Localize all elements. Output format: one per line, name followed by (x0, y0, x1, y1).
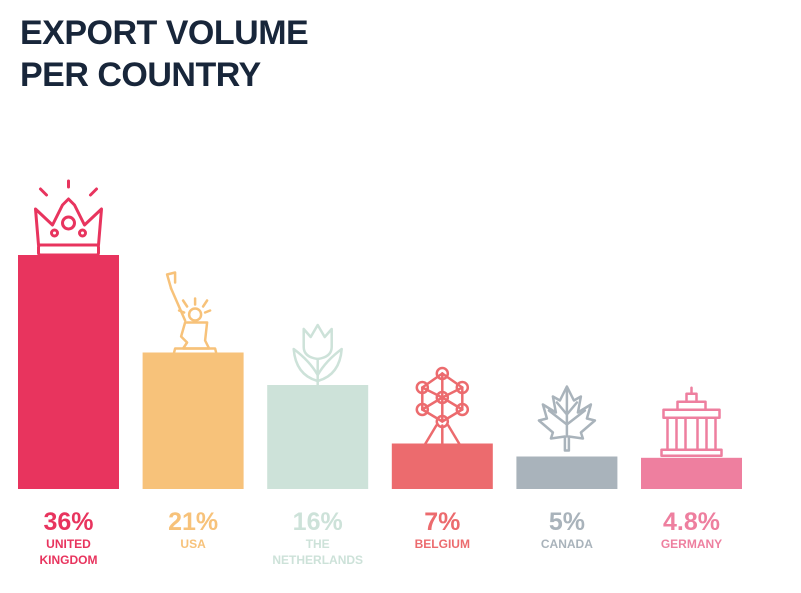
bar-canada (516, 456, 618, 489)
crown-icon (34, 179, 103, 257)
chart-title: EXPORT VOLUME PER COUNTRY (20, 12, 309, 96)
brandenburg-gate-icon (660, 386, 723, 458)
category-label: USA (180, 537, 206, 551)
category-label-line: KINGDOM (40, 553, 98, 567)
maple-leaf-icon (537, 385, 597, 452)
bar-labels: 36%UNITED KINGDOM 21%USA 16%THE NETHERLANDS 7… (40, 508, 723, 567)
bar-germany (641, 457, 742, 489)
bar-the-netherlands (267, 385, 369, 489)
category-label-line: USA (180, 537, 206, 551)
bar-belgium (391, 443, 493, 489)
data-label: 7% (424, 508, 460, 536)
data-label: 36% (43, 508, 93, 536)
category-label-line: UNITED (46, 537, 91, 551)
chart-title-line-1: EXPORT VOLUME (20, 14, 309, 52)
category-label: THE NETHERLANDS (272, 537, 363, 567)
bar-united-kingdom (18, 255, 119, 489)
category-label: CANADA (541, 537, 593, 551)
bar-usa (142, 352, 244, 489)
statue-of-liberty-icon (165, 271, 219, 358)
data-label: 16% (293, 508, 343, 536)
category-label: GERMANY (661, 537, 722, 551)
data-label: 21% (168, 508, 218, 536)
category-label-line: GERMANY (661, 537, 722, 551)
data-label: 5% (549, 508, 585, 536)
bar-icons (34, 179, 723, 458)
tulip-icon (292, 323, 343, 387)
bars (18, 255, 742, 489)
category-label: BELGIUM (415, 537, 470, 551)
category-label-line: BELGIUM (415, 537, 470, 551)
chart-title-line-2: PER COUNTRY (20, 56, 261, 94)
category-label-line: THE (306, 537, 330, 551)
data-label: 4.8% (663, 508, 720, 536)
category-label: UNITED KINGDOM (40, 537, 98, 567)
category-label-line: CANADA (541, 537, 593, 551)
atomium-icon (415, 366, 470, 447)
category-label-line: NETHERLANDS (272, 553, 363, 567)
